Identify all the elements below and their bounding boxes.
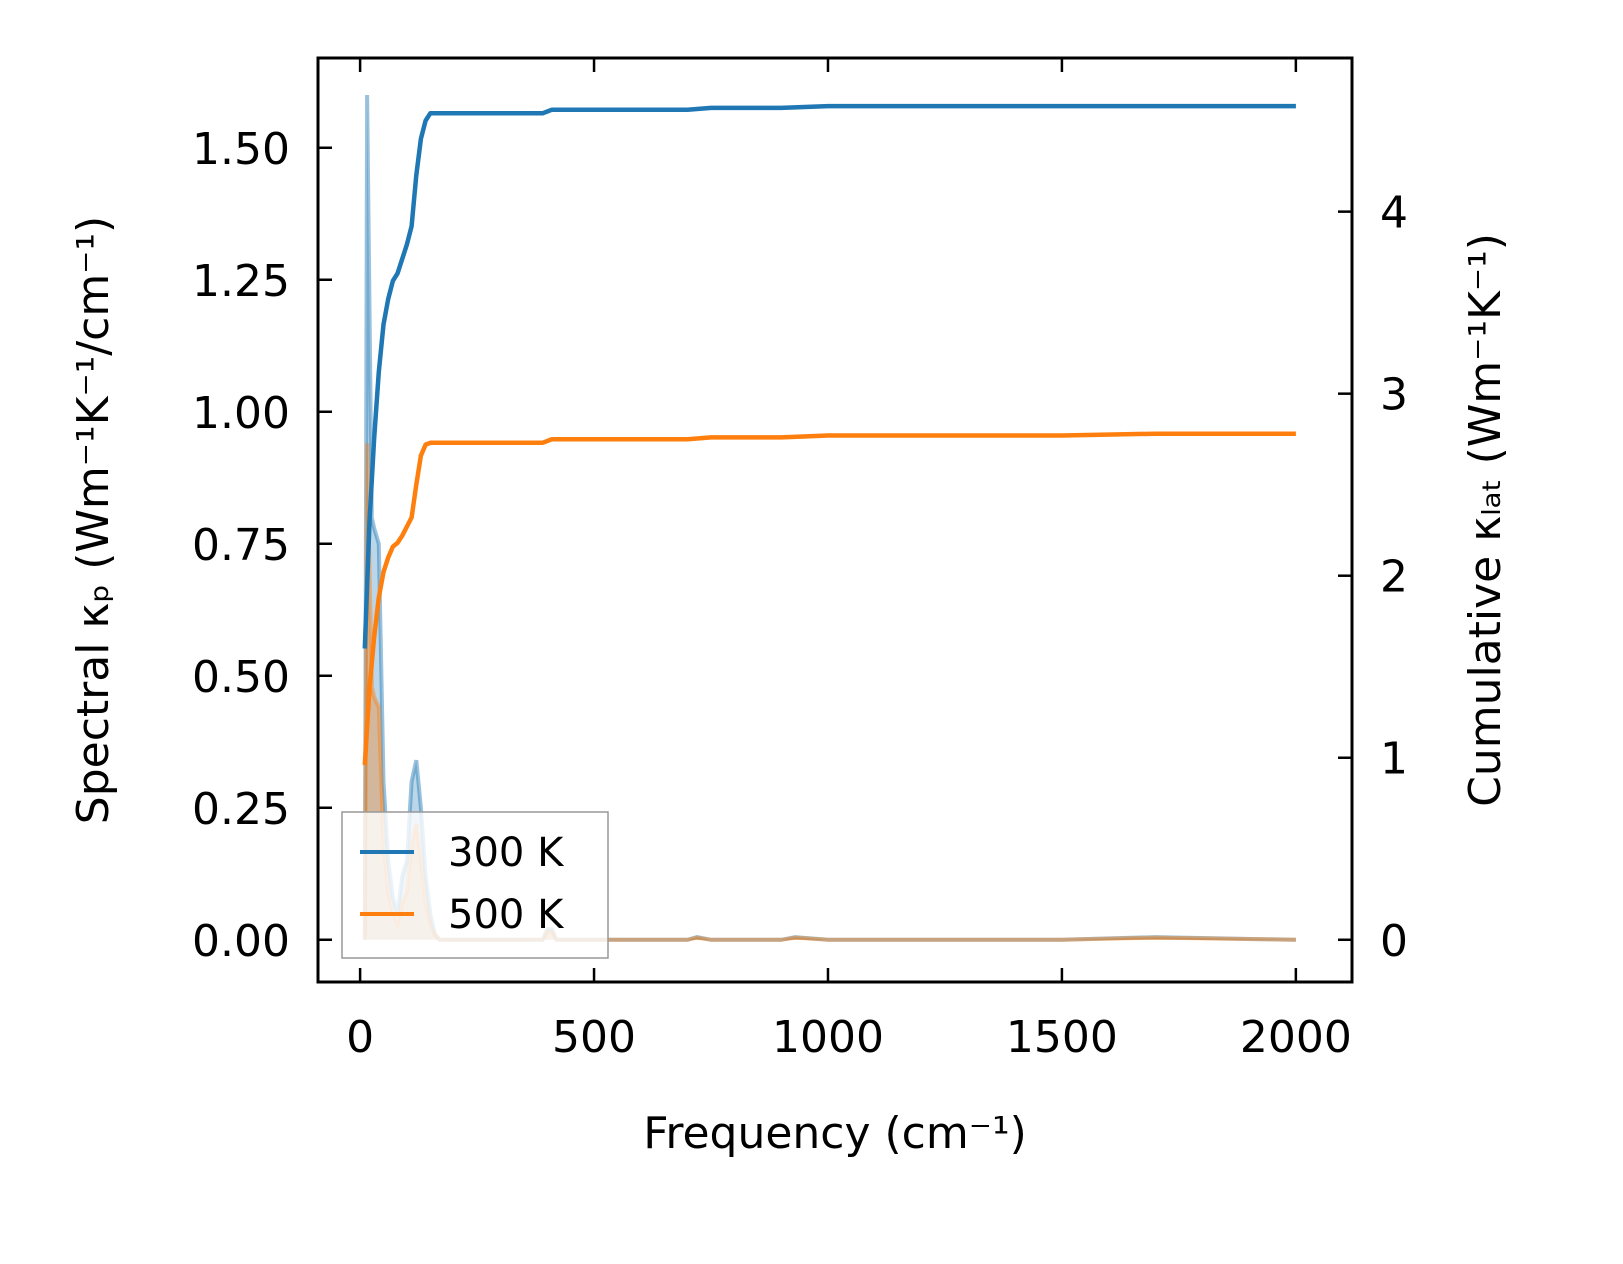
plot-frame xyxy=(316,56,1354,984)
x-tick-label: 1000 xyxy=(772,1012,884,1063)
axis-ticks: 0 500 1000 1500 2000 0.00 0.25 0.50 0.75 1.00 1.25… xyxy=(192,58,1408,1063)
x-tick-label: 2000 xyxy=(1240,1012,1352,1063)
x-axis-label: Frequency (cm⁻¹) xyxy=(643,1108,1027,1159)
y-tick-label-right: 3 xyxy=(1380,370,1408,421)
y-axis-label-left: Spectral κₚ (Wm⁻¹K⁻¹/cm⁻¹) xyxy=(68,216,119,824)
x-tick-label: 500 xyxy=(552,1012,636,1063)
y-tick-label-right: 2 xyxy=(1380,552,1408,603)
y-tick-label-left: 1.25 xyxy=(192,256,290,307)
y-tick-label-right: 1 xyxy=(1380,734,1408,785)
x-tick-label: 0 xyxy=(346,1012,374,1063)
series-lines xyxy=(362,103,1296,766)
legend-label-300k: 300 K xyxy=(448,830,565,876)
y-tick-label-right: 0 xyxy=(1380,916,1408,967)
y-axis-label-right: Cumulative κₗₐₜ (Wm⁻¹K⁻¹) xyxy=(1460,233,1511,807)
cumulative-line-300k xyxy=(362,103,1296,649)
y-tick-label-left: 0.75 xyxy=(192,520,290,571)
y-tick-label-left: 0.25 xyxy=(192,784,290,835)
y-tick-label-left: 1.00 xyxy=(192,388,290,439)
legend: 300 K 500 K xyxy=(341,811,609,959)
legend-box xyxy=(341,811,609,959)
y-tick-label-left: 1.50 xyxy=(192,124,290,175)
cumulative-line-500k xyxy=(362,431,1296,766)
y-tick-label-left: 0.00 xyxy=(192,916,290,967)
x-tick-label: 1500 xyxy=(1006,1012,1118,1063)
y-tick-label-right: 4 xyxy=(1380,188,1408,239)
y-tick-label-left: 0.50 xyxy=(192,652,290,703)
legend-label-500k: 500 K xyxy=(448,892,565,938)
